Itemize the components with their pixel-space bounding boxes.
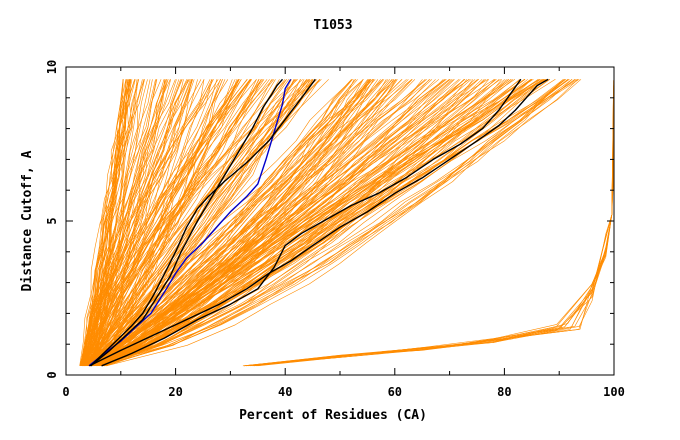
model-curve (89, 79, 566, 367)
model-curve (79, 79, 372, 367)
model-curve (82, 79, 541, 367)
plot-area (79, 78, 614, 367)
model-curve (83, 79, 262, 366)
y-tick-label: 5 (45, 217, 59, 224)
model-curve (102, 79, 505, 367)
model-curve (93, 79, 551, 367)
model-curve (101, 79, 487, 367)
model-curve (99, 79, 393, 367)
model-curve (102, 79, 364, 367)
model-curve (95, 79, 540, 367)
model-curve (86, 79, 353, 367)
model-curve (94, 79, 198, 366)
model-curve (94, 79, 167, 366)
model-curve (88, 79, 516, 367)
model-curve (93, 79, 182, 366)
model-curve (80, 79, 512, 367)
model-curve (87, 79, 311, 366)
x-tick-label: 80 (497, 385, 511, 399)
model-curve (86, 79, 355, 367)
x-tick-label: 0 (62, 385, 69, 399)
model-curve (104, 79, 395, 367)
model-curve (92, 79, 364, 367)
model-curve (94, 79, 276, 366)
model-curve (85, 79, 252, 366)
model-curve (92, 79, 569, 367)
model-curve (94, 79, 320, 367)
model-curve (84, 79, 251, 366)
model-curve (84, 79, 384, 367)
model-curve (86, 79, 127, 366)
black-series-line (101, 78, 522, 367)
model-curve (105, 79, 497, 367)
model-curve (94, 79, 189, 366)
model-curve (105, 79, 409, 367)
model-curve (79, 79, 240, 366)
model-curve (84, 79, 364, 367)
model-curve (97, 79, 433, 367)
model-curve (79, 79, 257, 366)
model-curve (83, 79, 222, 366)
model-curve (90, 79, 579, 367)
model-curve (89, 79, 257, 366)
y-tick-label: 10 (45, 60, 59, 74)
model-curve (89, 79, 131, 366)
model-curve (99, 79, 465, 367)
chart-title: T1053 (313, 18, 352, 33)
model-curve (87, 79, 132, 366)
model-curve (89, 79, 398, 367)
model-curve (253, 125, 614, 367)
x-tick-label: 60 (388, 385, 402, 399)
model-curve (86, 79, 373, 366)
x-axis-label: Percent of Residues (CA) (239, 408, 427, 423)
model-curve (91, 79, 525, 367)
model-curve (84, 79, 213, 366)
model-curve (94, 79, 130, 366)
y-axis-label: Distance Cutoff, A (20, 150, 35, 291)
model-curve (92, 79, 426, 367)
x-tick-label: 20 (168, 385, 182, 399)
model-curve (93, 79, 124, 366)
model-curve (80, 79, 413, 366)
model-curve (90, 79, 229, 366)
model-curve (257, 151, 614, 367)
model-curve (85, 79, 131, 366)
model-curve (105, 79, 532, 367)
model-curve (82, 79, 290, 366)
model-curve (80, 79, 153, 366)
x-tick-label: 40 (278, 385, 292, 399)
model-curve (84, 79, 358, 367)
model-curve (88, 79, 202, 366)
model-curve (103, 79, 510, 367)
y-tick-label: 0 (45, 371, 59, 378)
model-curve (91, 79, 576, 367)
model-curve (92, 79, 384, 367)
black-series-line (90, 78, 284, 367)
axis-ticks: 0 20 40 60 80 100 0 5 10 (45, 60, 625, 399)
model-curve (105, 79, 544, 367)
model-curve (87, 79, 145, 366)
model-curve (92, 79, 440, 367)
model-curve (101, 79, 503, 367)
model-curve (92, 79, 489, 367)
model-curve (79, 79, 353, 366)
black-series-line (89, 78, 549, 367)
model-curve (79, 79, 248, 366)
model-curve (100, 79, 374, 367)
model-curve (79, 79, 356, 367)
model-curve (89, 79, 453, 367)
model-curve (85, 79, 352, 367)
model-curve (95, 79, 151, 366)
model-curve (102, 79, 528, 367)
x-tick-label: 100 (603, 385, 625, 399)
model-curve (93, 79, 205, 366)
model-curve (79, 79, 396, 366)
black-series-line (90, 78, 316, 367)
model-curve (94, 79, 287, 366)
